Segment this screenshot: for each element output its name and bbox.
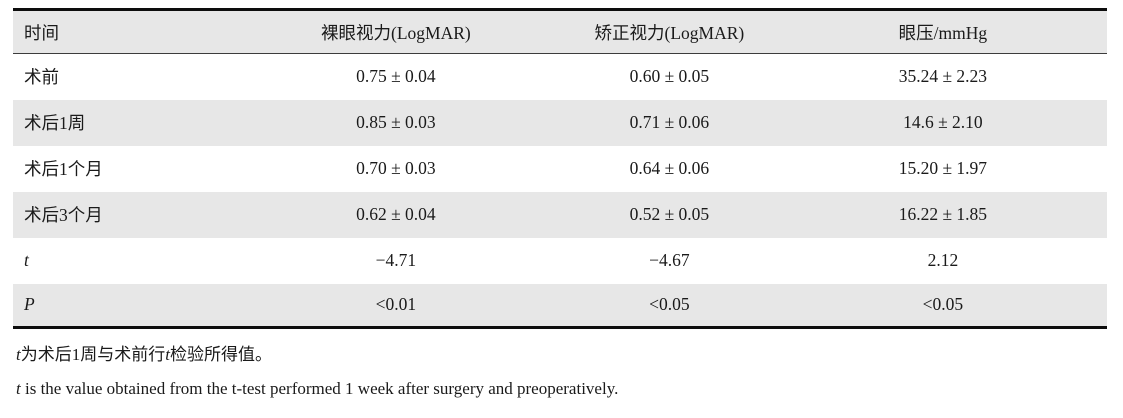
footnote-text: is the value obtained from the t-test pe…	[20, 379, 619, 398]
cell-value: 0.85 ± 0.03	[356, 112, 436, 132]
column-header-iop: 眼压/mmHg	[898, 22, 988, 43]
cell-value: <0.01	[375, 294, 417, 315]
footnote-text: t	[165, 345, 170, 364]
table-row-3month: 术后3个月 0.62 ± 0.04 0.52 ± 0.05 16.22 ± 1.…	[13, 191, 1107, 238]
row-label: 术前	[24, 67, 59, 88]
table-header-row: 时间 裸眼视力(LogMAR) 矫正视力(LogMAR) 眼压/mmHg	[13, 9, 1107, 54]
table-footnotes: t为术后1周与术前行t检验所得值。 t is the value obtaine…	[16, 340, 1106, 401]
cell-value: −4.67	[649, 250, 690, 270]
table-row-preop: 术前 0.75 ± 0.04 0.60 ± 0.05 35.24 ± 2.23	[13, 54, 1107, 100]
cell-value: 0.62 ± 0.04	[356, 204, 436, 224]
cell-value: 14.6 ± 2.10	[903, 112, 983, 132]
cell-value: 0.70 ± 0.03	[356, 158, 436, 178]
cell-value: 0.60 ± 0.05	[629, 66, 710, 87]
cell-value: 0.71 ± 0.06	[629, 112, 710, 132]
table-row-1month: 术后1个月 0.70 ± 0.03 0.64 ± 0.06 15.20 ± 1.…	[13, 146, 1107, 192]
footnote-text: 为术后1周与术前行	[20, 345, 166, 364]
footnote-chinese: t为术后1周与术前行t检验所得值。	[16, 343, 1106, 367]
cell-value: 35.24 ± 2.23	[898, 66, 988, 87]
footnote-text: 检验所得值。	[169, 345, 272, 364]
cell-value: 15.20 ± 1.97	[898, 158, 988, 178]
footnote-text: t	[16, 345, 21, 364]
row-label: 术后1周	[24, 113, 86, 133]
table-row-1week: 术后1周 0.85 ± 0.03 0.71 ± 0.06 14.6 ± 2.10	[13, 99, 1107, 146]
column-header-time: 时间	[24, 22, 59, 43]
cell-value: 16.22 ± 1.85	[898, 204, 988, 224]
cell-value: <0.05	[922, 294, 964, 315]
cell-value: 0.64 ± 0.06	[629, 158, 710, 178]
cell-value: 2.12	[927, 250, 959, 270]
cell-value: 0.75 ± 0.04	[356, 66, 436, 87]
table-row-t-statistic: t −4.71 −4.67 2.12	[13, 238, 1107, 284]
column-header-uncorrected-va: 裸眼视力(LogMAR)	[321, 22, 471, 43]
table-row-p-value: P <0.01 <0.05 <0.05	[13, 283, 1107, 328]
column-header-corrected-va: 矫正视力(LogMAR)	[594, 22, 745, 43]
cell-value: 0.52 ± 0.05	[629, 204, 710, 224]
footnote-text: t	[16, 379, 21, 398]
results-table: 时间 裸眼视力(LogMAR) 矫正视力(LogMAR) 眼压/mmHg 术前 …	[13, 8, 1107, 329]
footnote-english: t is the value obtained from the t-test …	[16, 377, 1106, 401]
row-label: P	[24, 294, 35, 315]
cell-value: <0.05	[649, 294, 690, 315]
row-label: t	[24, 250, 29, 270]
cell-value: −4.71	[375, 250, 417, 270]
row-label: 术后1个月	[24, 159, 103, 179]
row-label: 术后3个月	[24, 205, 103, 225]
